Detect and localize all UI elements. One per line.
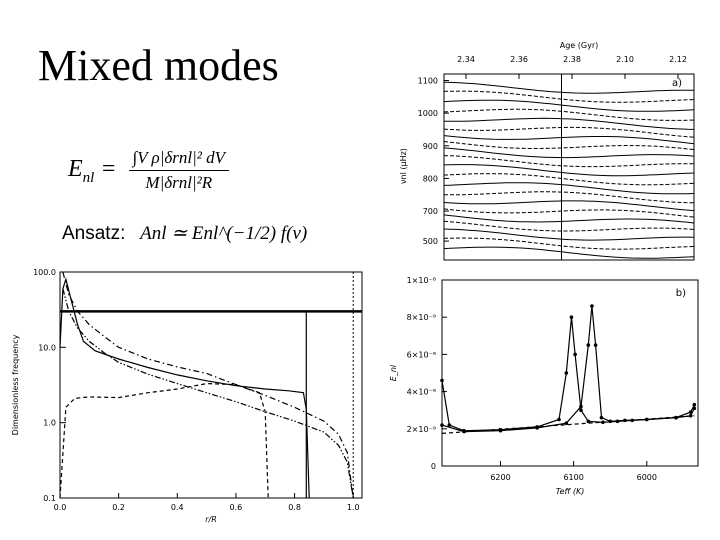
profile-curve-solid: [59, 277, 310, 499]
y-axis-label: Dimensionless frequency: [11, 334, 20, 435]
mode-track: [443, 141, 695, 151]
inertia-point: [440, 423, 444, 427]
inertia-point: [564, 371, 569, 375]
formula-equals: =: [100, 156, 117, 183]
x-axis-label: r/R: [205, 515, 217, 524]
mode-track: [443, 200, 695, 212]
y-tick-label: 500: [423, 237, 438, 246]
plot-frame: [59, 271, 363, 499]
mode-track: [443, 147, 695, 159]
formula-fraction: ∫V ρ|δrnl|² dV M|δrnl|²R: [128, 148, 230, 193]
inertia-point: [569, 315, 574, 319]
mode-track: [443, 214, 695, 224]
x-axis-label: Teff (K): [556, 487, 585, 496]
x-tick-label: 1.0: [347, 503, 360, 512]
x-tick-label: 0.8: [288, 503, 301, 512]
y-tick-label: 8×10⁻⁹: [407, 313, 436, 322]
y-tick-label: 1×10⁻⁸: [407, 276, 436, 285]
mode-track: [443, 164, 695, 177]
inertia-formula: Enl = ∫V ρ|δrnl|² dV M|δrnl|²R: [68, 148, 230, 193]
inertia-point: [564, 421, 569, 426]
ansatz-formula: Anl ≃ Enl^(−1/2) f(ν): [140, 223, 308, 244]
mode-track: [443, 117, 695, 130]
y-tick-label: 100.0: [33, 268, 56, 277]
inertia-point: [599, 415, 604, 420]
top-tick-label: 2.36: [510, 55, 528, 64]
mode-track: [443, 220, 695, 232]
x-tick-label: 6000: [637, 473, 657, 482]
mode-track: [443, 173, 695, 186]
x-tick-label: 0.4: [171, 503, 184, 512]
y-tick-label: 10.0: [38, 343, 56, 352]
inertia-teff-chart: 0 2×10⁻⁹ 4×10⁻⁹ 6×10⁻⁹ 8×10⁻⁹ 1×10⁻⁸ 6200 6100 6…: [389, 276, 699, 496]
mode-track: [443, 99, 695, 112]
inertia-point: [440, 378, 444, 383]
ansatz-label: Ansatz:: [62, 223, 126, 244]
profile-curve-dash-dot: [62, 271, 354, 499]
inertia-point: [573, 352, 577, 357]
inertia-point: [692, 402, 697, 407]
x-tick-label: 0.6: [230, 503, 243, 512]
inertia-point: [579, 408, 583, 412]
top-tick-label: 2.12: [669, 55, 687, 64]
y-tick-label: 800: [423, 174, 438, 183]
propagation-diagram-chart: 0.0 0.2 0.4 0.6 0.8 1.0 0.1 1.0 10.0 100.0 r/R Dime…: [11, 268, 363, 524]
inertia-point: [590, 304, 594, 308]
mode-track: [443, 182, 695, 195]
inertia-curve-solid-marked: [441, 305, 695, 433]
panel-label: b): [676, 288, 686, 299]
inertia-point: [579, 404, 583, 409]
plot-frame: [441, 279, 699, 467]
inertia-point: [593, 343, 598, 347]
y-tick-label: 900: [423, 142, 438, 151]
formula-denominator: M|δrnl|²R: [145, 173, 213, 192]
y-tick-label: 4×10⁻⁹: [407, 388, 436, 397]
y-tick-label: 0: [431, 462, 436, 471]
profile-curve-dash-dot-dot: [62, 288, 354, 499]
mode-track: [443, 135, 695, 145]
mode-track: [443, 246, 695, 259]
y-tick-label: 1100: [418, 77, 438, 86]
top-axis-label: Age (Gyr): [560, 41, 598, 50]
mode-track: [443, 228, 695, 241]
inertia-point: [586, 343, 591, 347]
slide-title: Mixed modes: [38, 41, 279, 90]
panel-label: a): [672, 78, 682, 89]
mode-track: [443, 81, 694, 94]
formula-lhs: E: [68, 156, 83, 183]
top-tick-label: 2.38: [563, 55, 581, 64]
y-tick-label: 700: [423, 207, 438, 216]
x-tick-label: 0.2: [112, 503, 125, 512]
inertia-point: [586, 419, 591, 424]
y-tick-label: 2×10⁻⁹: [407, 425, 436, 434]
mode-track: [443, 208, 695, 218]
inertia-point: [447, 423, 452, 427]
y-axis-label: νnl (μHz): [399, 148, 408, 184]
formula-numerator: ∫V ρ|δrnl|² dV: [128, 148, 230, 171]
x-tick-label: 6100: [563, 473, 583, 482]
top-tick-label: 2.34: [457, 55, 475, 64]
formula-lhs-sub: nl: [82, 169, 95, 186]
x-tick-label: 6200: [490, 473, 510, 482]
frequency-age-chart: Age (Gyr) 2.34 2.36 2.38 2.10 2.12 a) 500 700 800…: [399, 41, 695, 261]
x-tick-label: 0.0: [54, 503, 67, 512]
inertia-point: [692, 406, 697, 411]
y-tick-label: 1.0: [43, 419, 56, 428]
mode-track: [443, 126, 695, 138]
ansatz-line: Ansatz: Anl ≃ Enl^(−1/2) f(ν): [62, 222, 307, 245]
y-tick-label: 0.1: [43, 494, 56, 503]
y-tick-label: 1000: [418, 109, 438, 118]
top-tick-label: 2.10: [616, 55, 634, 64]
inertia-point: [557, 417, 561, 422]
inertia-curve-dashed: [441, 415, 695, 434]
y-axis-label: E_nl: [389, 364, 398, 381]
inertia-curve-solid-marked: [441, 317, 695, 432]
y-tick-label: 6×10⁻⁹: [407, 350, 436, 359]
profile-curve-dashed: [59, 382, 269, 499]
plot-frame: [443, 73, 695, 261]
